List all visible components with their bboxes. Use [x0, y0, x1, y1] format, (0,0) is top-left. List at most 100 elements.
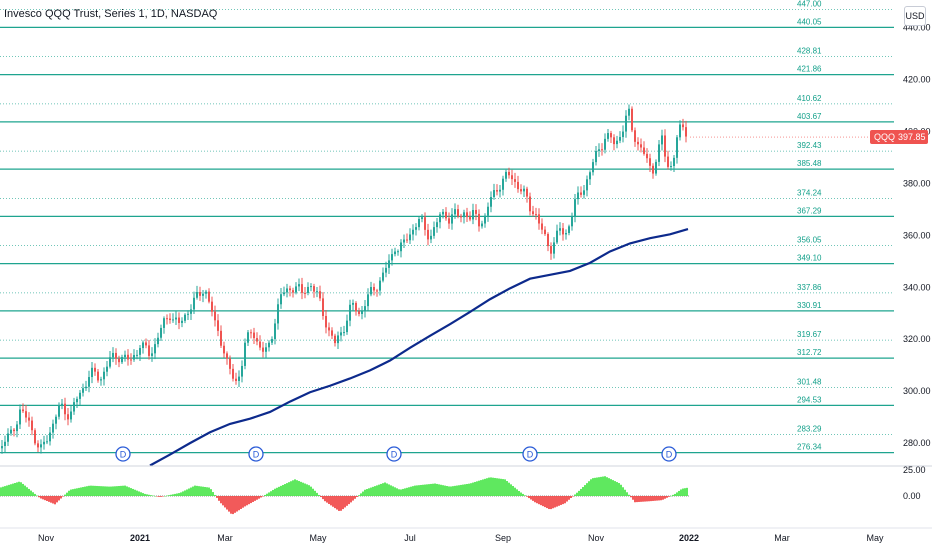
level-label: 367.29	[797, 206, 822, 215]
candle-body	[385, 267, 387, 273]
oscillator-bar	[346, 496, 348, 506]
oscillator-bar	[430, 483, 432, 496]
oscillator-bar	[170, 494, 172, 496]
oscillator-bar	[496, 478, 498, 496]
oscillator-bar	[156, 496, 158, 497]
oscillator-bar	[308, 485, 310, 496]
candle-body	[145, 342, 147, 346]
oscillator-bar	[316, 492, 318, 496]
oscillator-bar	[70, 489, 72, 496]
candle-body	[514, 179, 516, 182]
oscillator-bar	[234, 496, 236, 513]
oscillator-bar	[618, 483, 620, 496]
oscillator-bar	[464, 484, 466, 496]
candle-body	[583, 190, 585, 195]
candle-body	[469, 217, 471, 220]
candle-body	[607, 133, 609, 139]
last-price-ticker: QQQ	[874, 132, 895, 142]
oscillator-bar	[108, 486, 110, 496]
candle-body	[91, 367, 93, 378]
oscillator-bar	[516, 489, 518, 496]
oscillator-bar	[46, 496, 48, 501]
candle-body	[103, 371, 105, 380]
candle-body	[397, 251, 399, 253]
level-label: 403.67	[797, 112, 822, 121]
oscillator-bar	[554, 496, 556, 508]
time-tick-label: 2021	[130, 533, 150, 543]
candle-body	[106, 366, 108, 372]
oscillator-bar	[196, 485, 198, 496]
oscillator-bar	[612, 480, 614, 496]
candle-body	[547, 234, 549, 247]
oscillator-bar	[542, 496, 544, 507]
oscillator-bar	[534, 496, 536, 503]
candle-body	[244, 342, 246, 366]
candle-body	[142, 342, 144, 349]
candle-body	[88, 377, 90, 387]
oscillator-bar	[16, 482, 18, 496]
candle-body	[190, 309, 192, 314]
oscillator-bar	[546, 496, 548, 509]
candle-body	[214, 311, 216, 321]
candle-body	[373, 287, 375, 291]
candle-body	[13, 429, 15, 432]
oscillator-bar	[636, 496, 638, 503]
oscillator-bar	[634, 496, 636, 503]
oscillator-bar	[506, 481, 508, 496]
candle-body	[382, 272, 384, 281]
candle-body	[124, 354, 126, 358]
oscillator-bar	[384, 482, 386, 496]
candle-body	[415, 227, 417, 230]
oscillator-bar	[390, 485, 392, 496]
oscillator-bar	[288, 482, 290, 496]
candle-body	[409, 234, 411, 241]
oscillator-bar	[232, 496, 234, 515]
oscillator-bar	[604, 476, 606, 496]
oscillator-bar	[148, 494, 150, 496]
candle-body	[664, 135, 666, 157]
candle-body	[457, 209, 459, 217]
oscillator-bar	[342, 496, 344, 510]
time-tick-label: Jul	[404, 533, 416, 543]
candle-body	[502, 178, 504, 190]
chart-title: Invesco QQQ Trust, Series 1, 1D, NASDAQ	[4, 8, 218, 20]
oscillator-bar	[676, 492, 678, 496]
dividend-marker-label: D	[391, 450, 398, 460]
candle-body	[358, 311, 360, 314]
currency-button[interactable]: USD	[904, 6, 926, 26]
oscillator-bar	[302, 482, 304, 496]
candle-body	[499, 189, 501, 192]
candle-body	[55, 416, 57, 424]
candle-body	[553, 242, 555, 254]
oscillator-bar	[382, 483, 384, 496]
oscillator-bar	[40, 496, 42, 499]
oscillator-bar	[242, 496, 244, 508]
oscillator-bar	[350, 496, 352, 503]
candle-body	[241, 365, 243, 377]
time-tick-label: Nov	[588, 533, 605, 543]
candle-body	[685, 127, 687, 137]
candle-body	[661, 135, 663, 145]
oscillator-bar	[310, 486, 312, 496]
oscillator-tick-label: 25.00	[903, 465, 926, 475]
oscillator-bar	[38, 496, 40, 498]
candle-body	[649, 158, 651, 166]
oscillator-bar	[80, 487, 82, 496]
oscillator-bar	[142, 493, 144, 496]
oscillator-bar	[404, 488, 406, 496]
oscillator-bar	[282, 484, 284, 496]
oscillator-bar	[678, 490, 680, 496]
oscillator-bar	[562, 496, 564, 505]
candle-body	[526, 188, 528, 197]
candle-body	[100, 379, 102, 381]
level-label: 410.62	[797, 94, 822, 103]
dividend-marker-label: D	[666, 450, 673, 460]
level-label: 392.43	[797, 141, 822, 150]
oscillator-bar	[684, 488, 686, 496]
candle-body	[280, 294, 282, 305]
candle-body	[586, 179, 588, 191]
level-label: 319.67	[797, 330, 822, 339]
candle-body	[529, 196, 531, 212]
oscillator-bar	[540, 496, 542, 506]
